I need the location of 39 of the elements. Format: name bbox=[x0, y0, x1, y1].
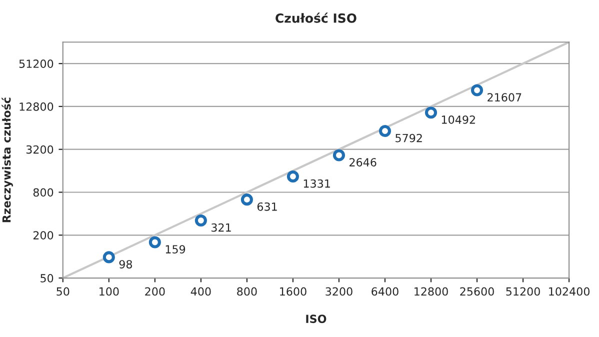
data-label: 5792 bbox=[396, 134, 422, 142]
y-tick-label: 800 bbox=[33, 188, 54, 197]
x-tick-label: 200 bbox=[145, 287, 165, 296]
x-tick-label: 3200 bbox=[326, 287, 352, 296]
y-tick-label: 50 bbox=[40, 274, 54, 282]
data-label: 159 bbox=[166, 245, 186, 254]
x-tick-label: 100 bbox=[100, 287, 119, 296]
data-label: 1331 bbox=[304, 179, 330, 188]
x-tick-label: 400 bbox=[190, 287, 211, 296]
y-tick-label: 12800 bbox=[20, 102, 54, 111]
point bbox=[102, 251, 115, 264]
x-tick-label: 800 bbox=[237, 287, 257, 296]
x-tick-label: 1600 bbox=[280, 287, 306, 296]
point bbox=[286, 170, 299, 183]
data-label: 98 bbox=[119, 260, 132, 268]
point bbox=[470, 84, 484, 96]
point bbox=[378, 124, 392, 138]
x-tick-label: 25600 bbox=[460, 287, 494, 296]
x-tick-label: 6400 bbox=[372, 287, 398, 296]
x-tick-label: 51200 bbox=[506, 287, 540, 296]
data-label: 631 bbox=[257, 202, 277, 211]
point bbox=[240, 194, 253, 206]
data-label: 21607 bbox=[488, 93, 522, 102]
y-tick-label: 200 bbox=[33, 231, 54, 240]
point bbox=[332, 149, 346, 162]
x-tick-label: 50 bbox=[56, 287, 70, 296]
data-label: 2646 bbox=[350, 158, 376, 167]
chart-title: Czułość ISO bbox=[276, 12, 356, 23]
data-label: 10492 bbox=[442, 115, 475, 124]
y-tick-label: 3200 bbox=[26, 145, 54, 154]
point bbox=[148, 236, 161, 248]
y-axis-title: Rzeczywista czułość bbox=[2, 97, 13, 222]
x-axis-title: ISO bbox=[306, 314, 326, 324]
x-tick-label: 102400 bbox=[549, 287, 590, 296]
point bbox=[194, 214, 207, 227]
x-tick-label: 12800 bbox=[414, 287, 448, 296]
y-tick-label: 51200 bbox=[19, 60, 54, 68]
data-label: 321 bbox=[212, 223, 231, 232]
point bbox=[424, 106, 438, 119]
